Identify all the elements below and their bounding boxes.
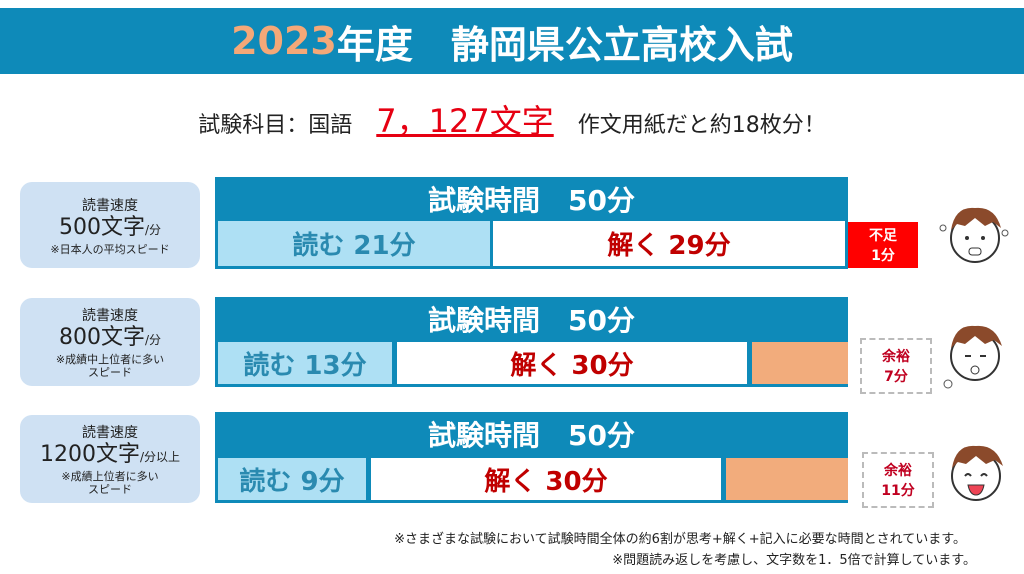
speed-box: 読書速度 1200文字/分以上 ※成績上位者に多い スピード bbox=[20, 415, 200, 503]
exam-bar: 試験時間 50分 読む 21分 解く 29分 bbox=[215, 177, 848, 269]
speed-note: ※成績上位者に多い bbox=[61, 470, 159, 483]
subtitle: 試験科目：国語 7，127文字 作文用紙だと約18枚分！ bbox=[0, 96, 1024, 142]
exam-time: 試験時間 50分 bbox=[428, 184, 635, 217]
paper-equivalent: 作文用紙だと約18枚分！ bbox=[577, 113, 826, 138]
spare-segment bbox=[752, 342, 848, 384]
speed-note: スピード bbox=[88, 483, 132, 496]
relieved-face-icon bbox=[943, 325, 1002, 389]
spare-box: 余裕 11分 bbox=[862, 452, 934, 508]
speed-label: 読書速度 bbox=[82, 308, 138, 324]
subject: 試験科目：国語 bbox=[198, 113, 353, 138]
footnote: ※問題読み返しを考慮し、文字数を1．5倍で計算しています。 bbox=[612, 553, 976, 568]
solve-segment: 解く 30分 bbox=[371, 458, 721, 500]
speed-note: ※日本人の平均スピード bbox=[50, 242, 170, 256]
solve-segment: 解く 30分 bbox=[397, 342, 747, 384]
exam-bar: 試験時間 50分 読む 13分 解く 30分 bbox=[215, 297, 848, 387]
exam-bar: 試験時間 50分 読む 9分 解く 30分 bbox=[215, 412, 848, 503]
footnote: ※さまざまな試験において試験時間全体の約6割が思考+解く+記入に必要な時間とされ… bbox=[394, 532, 966, 547]
speed-value: 800文字/分 bbox=[58, 325, 162, 350]
speed-label: 読書速度 bbox=[82, 197, 138, 214]
speed-value: 500文字/分 bbox=[58, 214, 162, 240]
year: 2023 bbox=[231, 19, 337, 63]
spare-segment bbox=[726, 458, 848, 500]
speed-label: 読書速度 bbox=[82, 425, 138, 441]
header-banner: 2023 年度 静岡県公立高校入試 bbox=[0, 8, 1024, 74]
read-segment: 読む 13分 bbox=[218, 342, 392, 384]
shortage-box: 不足 1分 bbox=[848, 222, 918, 268]
speed-box: 読書速度 500文字/分 ※日本人の平均スピード bbox=[20, 182, 200, 268]
speed-box: 読書速度 800文字/分 ※成績中上位者に多い スピード bbox=[20, 298, 200, 386]
exam-time: 試験時間 50分 bbox=[428, 304, 635, 337]
laughing-face-icon bbox=[951, 445, 1003, 501]
char-count: 7，127文字 bbox=[376, 102, 554, 140]
speed-note: ※成績中上位者に多い bbox=[55, 353, 165, 366]
solve-segment: 解く 29分 bbox=[493, 221, 845, 266]
title: 年度 静岡県公立高校入試 bbox=[336, 22, 793, 67]
spare-box: 余裕 7分 bbox=[860, 338, 932, 394]
read-segment: 読む 21分 bbox=[218, 221, 490, 266]
speed-note: スピード bbox=[88, 366, 132, 379]
exam-time: 試験時間 50分 bbox=[428, 419, 635, 452]
crying-face-icon bbox=[939, 207, 1009, 263]
speed-value: 1200文字/分以上 bbox=[39, 442, 181, 467]
read-segment: 読む 9分 bbox=[218, 458, 366, 500]
